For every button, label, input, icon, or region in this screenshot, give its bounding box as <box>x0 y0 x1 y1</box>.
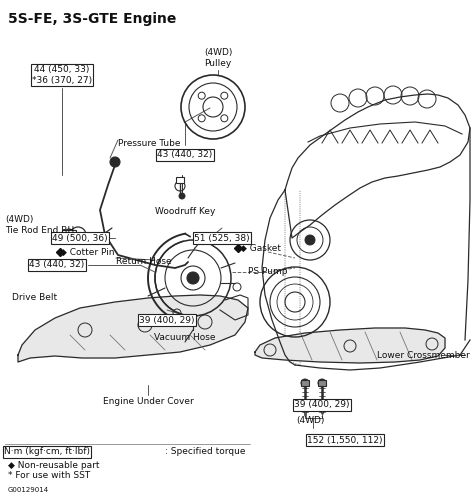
Text: Woodruff Key: Woodruff Key <box>155 207 215 216</box>
Text: PS Pump: PS Pump <box>248 267 288 277</box>
FancyBboxPatch shape <box>62 230 76 238</box>
Text: 5S-FE, 3S-GTE Engine: 5S-FE, 3S-GTE Engine <box>8 12 176 26</box>
Circle shape <box>318 379 326 387</box>
Text: 39 (400, 29): 39 (400, 29) <box>139 315 195 325</box>
Circle shape <box>187 272 199 284</box>
Text: * For use with SST: * For use with SST <box>8 472 90 481</box>
Text: Drive Belt: Drive Belt <box>12 294 57 302</box>
Text: : Specified torque: : Specified torque <box>165 447 246 456</box>
Circle shape <box>301 379 309 387</box>
Text: (4WD)
Pulley: (4WD) Pulley <box>204 49 232 68</box>
Circle shape <box>110 157 120 167</box>
Text: 49 (500, 36): 49 (500, 36) <box>52 234 108 243</box>
Text: Return Hose: Return Hose <box>116 256 172 265</box>
Text: ◆ Gasket: ◆ Gasket <box>240 244 281 252</box>
Text: 39 (400, 29): 39 (400, 29) <box>294 400 350 409</box>
Text: ◆ Non-reusable part: ◆ Non-reusable part <box>8 460 100 469</box>
Text: (4WD)
Tie Rod End RH: (4WD) Tie Rod End RH <box>5 215 74 235</box>
Text: 44 (450, 33)
*36 (370, 27): 44 (450, 33) *36 (370, 27) <box>32 65 92 85</box>
Text: Pressure Tube: Pressure Tube <box>118 139 181 148</box>
Text: 43 (440, 32): 43 (440, 32) <box>157 150 213 159</box>
Polygon shape <box>18 295 248 362</box>
Circle shape <box>179 193 185 199</box>
Text: 43 (440, 32): 43 (440, 32) <box>29 260 85 269</box>
Text: (4WD): (4WD) <box>296 415 324 425</box>
Text: Lower Crossmember: Lower Crossmember <box>377 350 470 359</box>
FancyBboxPatch shape <box>318 380 326 386</box>
Text: 51 (525, 38): 51 (525, 38) <box>194 234 250 243</box>
Polygon shape <box>255 328 445 363</box>
FancyBboxPatch shape <box>176 177 184 183</box>
Text: N·m (kgf·cm, ft·lbf): N·m (kgf·cm, ft·lbf) <box>4 447 90 456</box>
Circle shape <box>305 235 315 245</box>
Text: Vacuum Hose: Vacuum Hose <box>154 334 216 343</box>
FancyBboxPatch shape <box>301 380 309 386</box>
Text: ◆ Cotter Pin: ◆ Cotter Pin <box>60 248 115 256</box>
Text: G00129014: G00129014 <box>8 487 49 493</box>
Text: Engine Under Cover: Engine Under Cover <box>103 397 193 406</box>
Text: 152 (1,550, 112): 152 (1,550, 112) <box>307 436 383 445</box>
